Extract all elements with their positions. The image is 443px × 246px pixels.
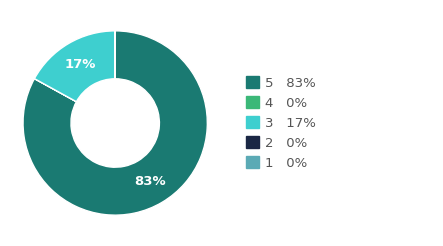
Text: 17%: 17% [65, 58, 96, 71]
Legend: 5   83%, 4   0%, 3   17%, 2   0%, 1   0%: 5 83%, 4 0%, 3 17%, 2 0%, 1 0% [241, 72, 320, 174]
Wedge shape [23, 31, 207, 215]
Wedge shape [35, 31, 115, 102]
Wedge shape [35, 79, 77, 102]
Text: 83%: 83% [134, 175, 166, 188]
